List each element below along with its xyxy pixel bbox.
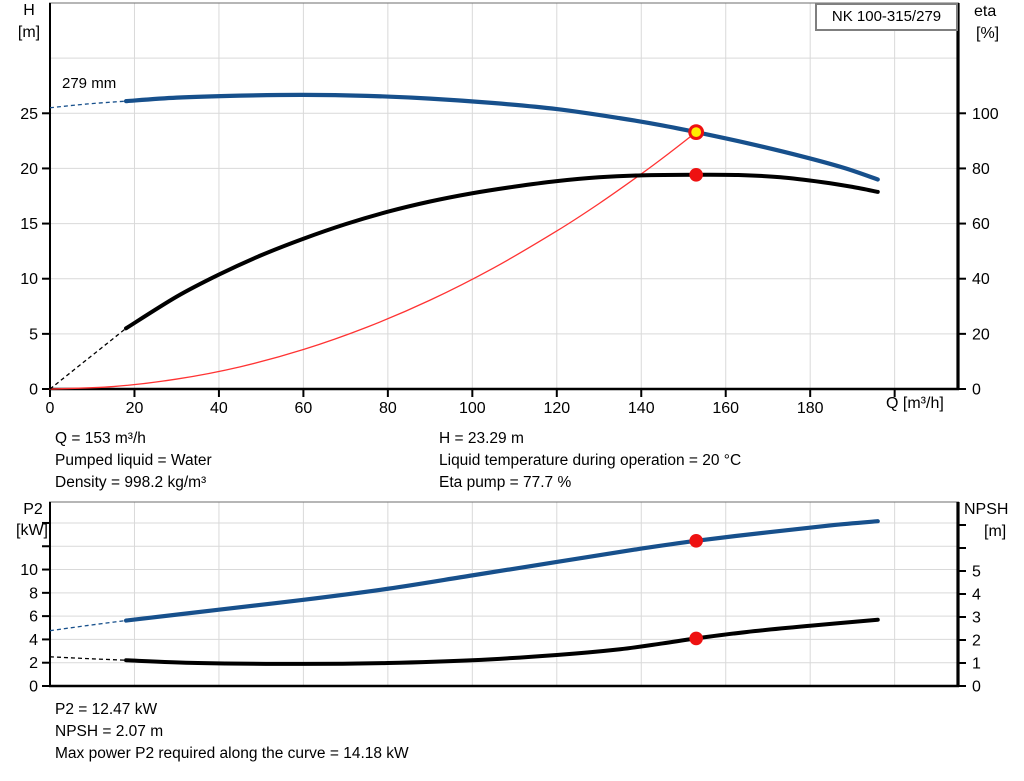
p2-axis-name: P2	[23, 501, 43, 518]
stat-pumped-liquid: Pumped liquid = Water	[55, 452, 212, 469]
stat-flow: Q = 153 m³/h	[55, 430, 146, 447]
tick-label: 40	[972, 271, 990, 288]
gridlines	[50, 3, 958, 389]
tick-label: 4	[29, 632, 38, 649]
tick-label: 0	[46, 400, 55, 417]
tick-label: 5	[29, 326, 38, 343]
duty-point-marker[interactable]	[688, 124, 705, 141]
axis-ticks: 0 2 4 6 8 10 0 1 2 3 4 5	[20, 521, 981, 696]
tick-label: 15	[20, 216, 38, 233]
tick-label: 2	[972, 633, 981, 650]
eta-axis-unit: [%]	[976, 25, 1000, 42]
impeller-diameter-label: 279 mm	[62, 75, 117, 92]
tick-label: 10	[20, 562, 38, 579]
tick-label: 6	[29, 609, 38, 626]
tick-label: 0	[29, 679, 38, 696]
series-system-curve	[49, 131, 697, 390]
tick-label: 80	[972, 161, 990, 178]
eta-point-marker[interactable]	[689, 167, 703, 182]
tick-label: 40	[210, 400, 228, 417]
series-efficiency-curve	[49, 172, 880, 390]
series-head-curve-279mm	[49, 92, 880, 182]
tick-label: 60	[294, 400, 312, 417]
tick-label: 0	[29, 382, 38, 399]
tick-label: 2	[29, 655, 38, 672]
eta-axis-name: eta	[974, 3, 997, 20]
p2-point-marker[interactable]	[689, 533, 703, 548]
p2-axis-unit: [kW]	[16, 522, 48, 539]
q-axis-label: Q [m³/h]	[886, 395, 944, 412]
tick-label: 100	[972, 106, 999, 123]
tick-label: 0	[972, 679, 981, 696]
tick-label: 0	[972, 382, 981, 399]
tick-label: 20	[126, 400, 144, 417]
tick-label: 5	[972, 564, 981, 581]
tick-label: 180	[797, 400, 824, 417]
tick-label: 120	[543, 400, 570, 417]
tick-label: 20	[972, 326, 990, 343]
tick-label: 20	[20, 161, 38, 178]
p2-npsh-chart: 0 2 4 6 8 10 0 1 2 3 4 5	[20, 501, 981, 696]
stat-liquid-temp: Liquid temperature during operation = 20…	[439, 452, 742, 469]
axis-ticks: 0 5 10 15 20 25 0 20 40 60 80 100 0 20 40 60 80 100 120 140…	[20, 106, 999, 417]
tick-label: 100	[459, 400, 486, 417]
plot-frame	[49, 2, 960, 391]
h-axis-name: H	[23, 2, 35, 19]
series-p2-curve	[49, 519, 880, 632]
hq-chart: 0 5 10 15 20 25 0 20 40 60 80 100 0 20 40 60 80 100 120 140…	[20, 2, 999, 417]
series-npsh-curve	[49, 617, 880, 666]
npsh-axis-name: NPSH	[964, 501, 1009, 518]
tick-label: 25	[20, 106, 38, 123]
stat-density: Density = 998.2 kg/m³	[55, 474, 207, 491]
stat-max-power: Max power P2 required along the curve = …	[55, 745, 409, 762]
npsh-axis-unit: [m]	[984, 523, 1007, 540]
tick-label: 3	[972, 610, 981, 627]
tick-label: 60	[972, 216, 990, 233]
tick-label: 1	[972, 656, 981, 673]
tick-label: 8	[29, 585, 38, 602]
tick-label: 10	[20, 271, 38, 288]
stat-p2: P2 = 12.47 kW	[55, 701, 158, 718]
plot-frame	[49, 501, 960, 688]
tick-label: 80	[379, 400, 397, 417]
stat-head: H = 23.29 m	[439, 430, 524, 447]
pump-type-box: NK 100-315/279	[815, 3, 958, 31]
stat-npsh: NPSH = 2.07 m	[55, 723, 164, 740]
tick-label: 4	[972, 587, 981, 604]
tick-label: 140	[628, 400, 655, 417]
tick-label: 160	[712, 400, 739, 417]
npsh-point-marker[interactable]	[689, 631, 703, 646]
h-axis-unit: [m]	[17, 24, 41, 41]
stat-eta-pump: Eta pump = 77.7 %	[439, 474, 572, 491]
